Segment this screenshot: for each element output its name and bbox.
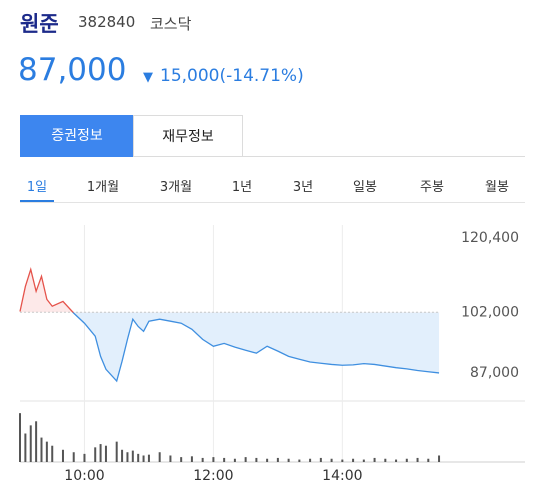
volume-bar	[287, 458, 290, 462]
period-tab[interactable]: 1개월	[86, 180, 120, 195]
price-area	[20, 269, 440, 382]
down-arrow: ▼	[143, 70, 153, 85]
volume-bar	[405, 458, 408, 462]
period-tab[interactable]: 주봉	[420, 180, 444, 195]
divider	[243, 156, 525, 157]
active-indicator	[20, 200, 54, 202]
volume-bar	[121, 449, 124, 462]
volume-bar	[395, 459, 398, 462]
period-tab[interactable]: 3개월	[159, 180, 193, 195]
volume-bar	[298, 459, 301, 462]
y-tick-label: 120,400	[461, 230, 519, 246]
period-tab[interactable]: 1년	[231, 180, 253, 195]
price-change: 15,000(-14.71%)	[160, 66, 304, 86]
volume-bar	[99, 444, 102, 462]
volume-bar	[24, 433, 27, 462]
price: 87,000	[18, 52, 127, 88]
stock-name: 원준	[20, 12, 59, 36]
volume-bar	[438, 455, 441, 462]
volume-bar	[94, 447, 97, 462]
volume-bar	[61, 449, 64, 462]
volume-bar	[142, 455, 145, 462]
x-tick-label: 12:00	[193, 468, 233, 484]
volume-bar	[201, 457, 204, 462]
volume-bar	[416, 457, 419, 462]
volume-bar	[137, 453, 140, 462]
volume-bar	[131, 450, 134, 462]
volume-bar	[19, 413, 21, 462]
volume-bar	[319, 457, 322, 462]
tab[interactable]: 증권정보	[20, 115, 134, 157]
divider	[20, 202, 525, 203]
volume-bar	[40, 437, 43, 462]
volume-bar	[212, 457, 215, 462]
volume-bar	[244, 457, 247, 462]
volume-bar	[126, 452, 129, 462]
volume-bar	[104, 445, 107, 462]
price-line	[19, 267, 440, 383]
volume-bar	[223, 457, 226, 462]
volume-bar	[309, 458, 312, 462]
period-tab[interactable]: 일봉	[353, 180, 377, 195]
market: 코스닥	[150, 15, 192, 33]
volume-bar	[190, 456, 193, 462]
y-tick-label: 102,000	[461, 304, 519, 320]
volume-bar	[169, 455, 172, 462]
volume-bar	[115, 441, 118, 462]
volume-bar	[384, 458, 387, 462]
volume-bar	[51, 445, 54, 462]
volume-bar	[255, 457, 258, 462]
tab[interactable]: 재무정보	[133, 115, 243, 157]
period-tab[interactable]: 1일	[26, 180, 48, 195]
y-tick-label: 87,000	[470, 365, 519, 381]
volume-bar	[266, 458, 269, 462]
period-tab[interactable]: 월봉	[485, 180, 509, 195]
volume-bar	[373, 457, 376, 462]
volume-bar	[362, 459, 365, 462]
volume-bar	[35, 421, 38, 462]
volume-bar	[72, 452, 75, 462]
volume-bar	[45, 441, 48, 462]
volume-bar	[158, 452, 161, 462]
x-tick-label: 10:00	[64, 468, 104, 484]
volume-bar	[352, 458, 355, 462]
volume-bar	[29, 425, 32, 462]
volume-bar	[341, 459, 344, 462]
stock-code: 382840	[78, 13, 136, 31]
period-tab[interactable]: 3년	[292, 180, 314, 195]
volume-bar	[427, 458, 430, 462]
volume-bar	[180, 457, 183, 462]
volume-bar	[83, 453, 86, 462]
volume-bar	[330, 458, 333, 462]
volume-bar	[147, 454, 150, 462]
volume-bar	[276, 457, 279, 462]
x-tick-label: 14:00	[322, 468, 362, 484]
volume-bar	[233, 458, 236, 462]
